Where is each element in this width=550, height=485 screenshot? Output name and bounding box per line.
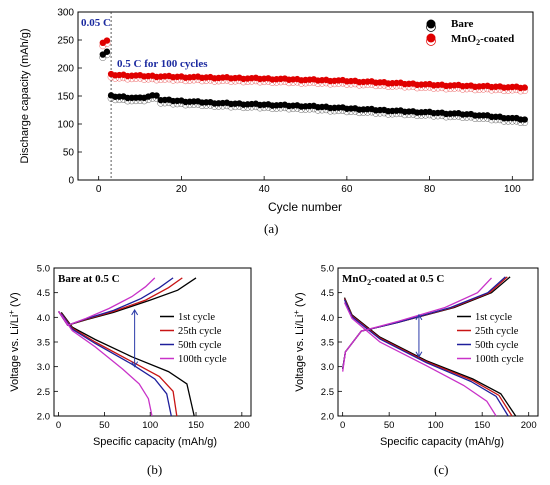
x-tick-label: 150 (188, 420, 204, 431)
panel-a-ticks: 0 20 40 60 80 100 0 50 100 150 200 250 300 (57, 8, 521, 196)
panel-c-title: MnO2-coated at 0.5 C (342, 273, 444, 287)
y-tick-label: 4.0 (37, 313, 50, 324)
curve-50th-cycle-discharge (60, 313, 172, 417)
x-tick-label: 100 (142, 420, 158, 431)
y-tick-label: 50 (63, 148, 75, 159)
legend-label-3: 100th cycle (178, 354, 227, 365)
curve-100th-cycle-discharge (60, 314, 153, 417)
x-tick-label: 60 (341, 184, 353, 195)
panel-a-y-axis-label: Discharge capacity (mAh/g) (19, 28, 31, 163)
y-tick-label: 4.5 (37, 288, 50, 299)
x-tick-label: 200 (521, 420, 537, 431)
y-tick-label: 2.5 (321, 387, 334, 398)
legend-label-1: 25th cycle (475, 326, 519, 337)
panel-a-letter: (a) (264, 221, 279, 236)
x-tick-label: 100 (504, 184, 521, 195)
arrow-head-bottom (415, 351, 423, 358)
curve-100th-cycle-discharge (343, 302, 497, 417)
panel-b-letter: (b) (147, 462, 163, 477)
panel-c-ticks: 0 50 100 150 200 2.0 2.5 3.0 3.5 4.0 4.5 5.0 (321, 264, 537, 432)
legend-marker-bare-open (426, 22, 436, 32)
legend-marker-mno2 (426, 33, 436, 43)
x-tick-label: 0 (340, 420, 345, 431)
y-tick-label: 3.0 (37, 362, 50, 373)
panel-a-cycling-chart: 0 20 40 60 80 100 0 50 100 150 200 250 300 0.05 C 0.… (19, 8, 534, 214)
legend-label-bare: Bare (451, 18, 474, 30)
y-tick-label: 2.5 (37, 387, 50, 398)
x-tick-label: 0 (96, 184, 102, 195)
x-tick-label: 50 (99, 420, 110, 431)
panel-c-x-axis-label: Specific capacity (mAh/g) (380, 436, 504, 448)
y-tick-label: 2.0 (37, 412, 50, 423)
legend-label-0: 1st cycle (178, 312, 215, 323)
y-tick-label: 0 (68, 176, 74, 187)
y-tick-label: 4.0 (321, 313, 334, 324)
data-point-mno2-coated (103, 37, 111, 44)
data-point-mno2-coated (521, 84, 528, 91)
panel-b-y-axis-label: Voltage vs. Li/Li+ (V) (7, 292, 21, 391)
panel-c-y-axis-label: Voltage vs. Li/Li+ (V) (292, 292, 306, 391)
panel-b-title: Bare at 0.5 C (58, 273, 120, 285)
x-tick-label: 40 (259, 184, 271, 195)
panel-b-voltage-profile: 0 50 100 150 200 2.0 2.5 3.0 3.5 4.0 4.5 5.0 Bare a… (7, 264, 252, 448)
panel-a-x-axis-label: Cycle number (268, 200, 342, 214)
y-tick-label: 3.5 (321, 338, 334, 349)
legend-label-2: 50th cycle (475, 340, 519, 351)
y-tick-label: 150 (57, 92, 74, 103)
legend-marker-bare (426, 19, 436, 29)
y-tick-label: 5.0 (37, 264, 50, 275)
y-tick-label: 100 (57, 120, 74, 131)
panel-c-letter: (c) (434, 462, 449, 477)
x-tick-label: 200 (234, 420, 250, 431)
arrow-head-bottom (131, 361, 139, 368)
panel-a-legend: Bare MnO2-coated (426, 18, 514, 47)
x-tick-label: 20 (176, 184, 188, 195)
panel-b-x-axis-label: Specific capacity (mAh/g) (93, 436, 217, 448)
legend-label-0: 1st cycle (475, 312, 512, 323)
panel-b-legend: 1st cycle 25th cycle 50th cycle 100th cycle (160, 312, 227, 365)
panel-c-curves (342, 276, 517, 417)
data-point-bare (521, 116, 528, 123)
y-tick-label: 250 (57, 36, 74, 47)
panel-c-legend: 1st cycle 25th cycle 50th cycle 100th cycle (457, 312, 524, 365)
legend-label-3: 100th cycle (475, 354, 524, 365)
panel-a-annotation-low-rate: 0.05 C (81, 17, 111, 29)
x-tick-label: 150 (474, 420, 490, 431)
y-tick-label: 300 (57, 8, 74, 19)
data-point-bare (153, 92, 160, 99)
y-tick-label: 3.5 (37, 338, 50, 349)
panel-c-fade-arrow (415, 313, 423, 358)
legend-label-mno2: MnO2-coated (451, 33, 514, 47)
x-tick-label: 100 (428, 420, 444, 431)
x-tick-label: 80 (424, 184, 436, 195)
panel-b-fade-arrow (131, 308, 139, 368)
panel-c-voltage-profile: 0 50 100 150 200 2.0 2.5 3.0 3.5 4.0 4.5 5.0 MnO2-c… (292, 264, 539, 448)
legend-label-1: 25th cycle (178, 326, 222, 337)
x-tick-label: 0 (56, 420, 61, 431)
curve-25th-cycle-discharge (60, 313, 178, 417)
panel-a-data-points (99, 37, 529, 127)
panel-b-ticks: 0 50 100 150 200 2.0 2.5 3.0 3.5 4.0 4.5 5.0 (37, 264, 250, 432)
legend-label-2: 50th cycle (178, 340, 222, 351)
y-tick-label: 4.5 (321, 288, 334, 299)
y-tick-label: 3.0 (321, 362, 334, 373)
arrow-head-top (415, 313, 423, 321)
panel-a-annotation-high-rate: 0.5 C for 100 cycles (117, 58, 208, 70)
y-tick-label: 5.0 (321, 264, 334, 275)
data-point-bare (103, 48, 111, 55)
y-tick-label: 2.0 (321, 412, 334, 423)
y-tick-label: 200 (57, 64, 74, 75)
legend-marker-mno2-open (426, 36, 436, 46)
curve-100th-cycle-charge (342, 277, 492, 372)
panel-b-curves (58, 277, 197, 417)
x-tick-label: 50 (384, 420, 395, 431)
arrow-head-top (131, 308, 139, 316)
